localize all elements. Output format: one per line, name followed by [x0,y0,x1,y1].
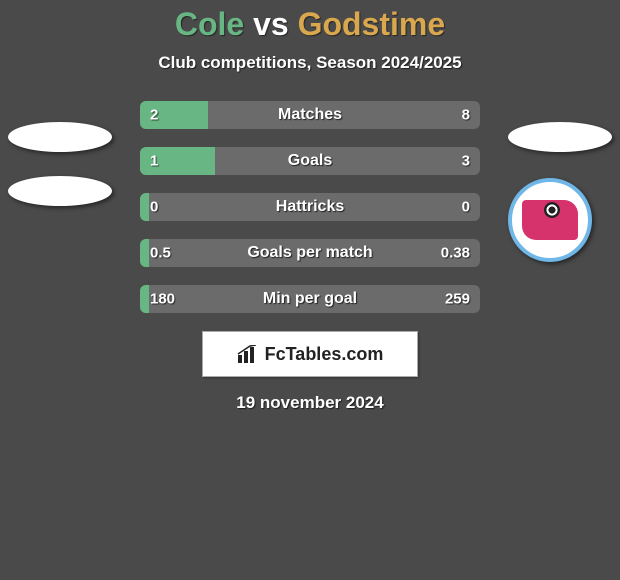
stat-bar-row: 0 0 Hattricks [140,193,480,221]
stat-left-value: 0 [150,199,158,216]
title-vs: vs [253,6,289,42]
fctables-text: FcTables.com [265,344,384,365]
stat-bar-left-fill [140,285,149,313]
stat-label: Goals [288,152,332,170]
stat-label: Matches [278,106,342,124]
stat-bars: 2 8 Matches 1 3 Goals 0 0 Hattricks 0.5 0.38 Goals … [0,101,620,313]
stat-right-value: 3 [462,153,470,170]
stat-label: Min per goal [263,290,357,308]
stat-right-value: 259 [445,291,470,308]
title-left-name: Cole [175,6,244,42]
date-line: 19 november 2024 [0,393,620,413]
stat-left-value: 2 [150,107,158,124]
page-title: Cole vs Godstime [0,0,620,43]
stat-left-value: 1 [150,153,158,170]
stat-label: Hattricks [276,198,344,216]
stat-bar-row: 180 259 Min per goal [140,285,480,313]
title-right-name: Godstime [298,6,446,42]
subtitle: Club competitions, Season 2024/2025 [0,53,620,73]
stat-bar-row: 0.5 0.38 Goals per match [140,239,480,267]
stat-right-value: 0 [462,199,470,216]
stat-left-value: 0.5 [150,245,171,262]
comparison-infographic: Cole vs Godstime Club competitions, Seas… [0,0,620,580]
stat-bar-left-fill [140,193,149,221]
stat-bar-row: 2 8 Matches [140,101,480,129]
stat-bar-row: 1 3 Goals [140,147,480,175]
fctables-watermark: FcTables.com [202,331,418,377]
bar-chart-icon [237,345,259,363]
stat-right-value: 8 [462,107,470,124]
stat-right-value: 0.38 [441,245,470,262]
stat-bar-left-fill [140,239,149,267]
stat-label: Goals per match [247,244,372,262]
stat-left-value: 180 [150,291,175,308]
